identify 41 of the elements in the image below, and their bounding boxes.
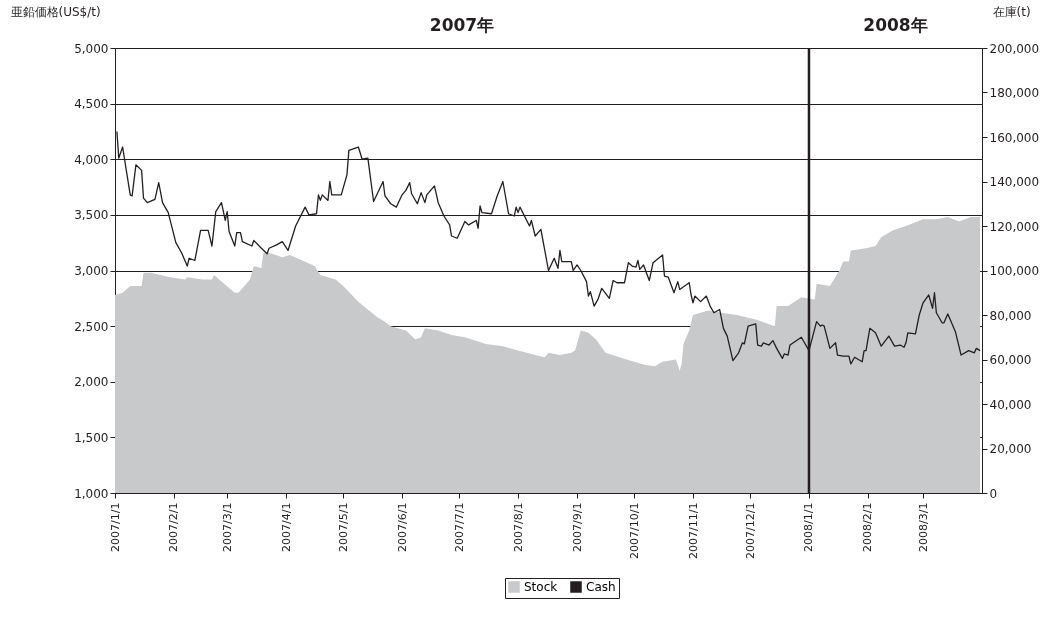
text: 2007年 [429, 15, 495, 35]
x-tick-label: 2007/11/1 [686, 502, 700, 559]
x-tick-label: 2007/7/1 [452, 502, 466, 552]
y2-tick-label: 60,000 [989, 353, 1032, 367]
y2-tick-label: 20,000 [989, 442, 1032, 456]
legend-label: Stock [524, 580, 558, 594]
x-tick-label: 2008/3/1 [916, 502, 930, 552]
y-tick-label: 1,000 [74, 486, 109, 501]
y2-tick-label: 200,000 [989, 41, 1040, 56]
y-tick-label: 1,500 [74, 430, 109, 445]
y2-tick-label: 100,000 [989, 264, 1040, 278]
x-tick-label: 2007/12/1 [743, 502, 757, 559]
text: 2008年 [863, 15, 928, 35]
y2-tick-label: 180,000 [989, 86, 1040, 100]
x-tick-label: 2007/4/1 [279, 502, 293, 552]
y-tick-label: 2,500 [74, 319, 109, 334]
legend-label: Cash [586, 580, 616, 594]
y2-tick-label: 0 [989, 486, 998, 501]
x-tick-label: 2007/3/1 [220, 502, 234, 552]
y-axis-title: 亜鉛価格(US$/t) [10, 4, 101, 19]
y-tick-label: 5,000 [74, 41, 109, 56]
y2-tick-label: 80,000 [989, 308, 1032, 323]
y-tick-label: 3,000 [74, 264, 109, 278]
x-tick-label: 2008/1/1 [802, 502, 816, 552]
y2-axis-title: 在庫(t) [992, 4, 1031, 19]
y2-tick-label: 160,000 [989, 130, 1040, 145]
x-tick-label: 2007/10/1 [627, 502, 641, 559]
x-tick-label: 2007/5/1 [336, 502, 350, 552]
y2-tick-label: 120,000 [989, 219, 1040, 234]
x-tick-label: 2007/6/1 [395, 502, 409, 552]
y2-tick-label: 140,000 [989, 175, 1040, 189]
x-tick-label: 2007/1/1 [108, 502, 122, 552]
y-tick-label: 4,500 [74, 97, 109, 112]
x-tick-label: 2007/8/1 [511, 502, 525, 552]
x-tick-label: 2007/9/1 [570, 502, 584, 552]
y-tick-label: 2,000 [74, 375, 109, 390]
y-tick-label: 3,500 [74, 208, 109, 223]
y2-tick-label: 40,000 [989, 397, 1032, 412]
x-tick-label: 2008/2/1 [861, 502, 875, 552]
x-tick-label: 2007/2/1 [167, 502, 181, 552]
y-tick-label: 4,000 [74, 152, 109, 167]
